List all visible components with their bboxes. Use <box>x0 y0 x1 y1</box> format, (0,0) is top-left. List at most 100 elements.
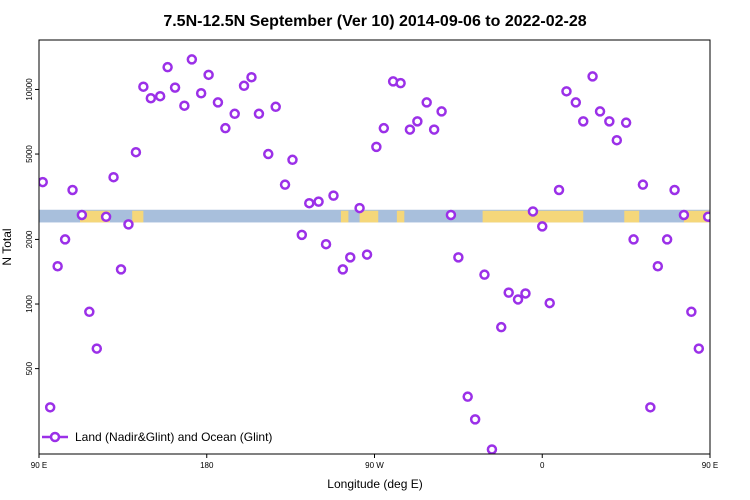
x-tick-label: 180 <box>200 461 214 470</box>
y-tick-label: 2000 <box>25 230 34 248</box>
data-point <box>395 77 406 89</box>
land-patch <box>624 210 640 223</box>
data-point <box>263 148 274 160</box>
data-point <box>371 141 382 153</box>
data-point <box>570 97 582 108</box>
data-point <box>736 148 744 156</box>
data-point <box>84 306 95 318</box>
data-point <box>469 414 481 425</box>
data-point <box>179 100 190 111</box>
legend: Land (Nadir&Glint) and Ocean (Glint) <box>42 430 272 444</box>
data-point <box>678 209 690 221</box>
data-point <box>712 173 720 181</box>
land-patch <box>396 210 405 223</box>
data-point <box>628 234 639 245</box>
data-point <box>154 90 166 102</box>
data-point <box>44 402 56 413</box>
data-point <box>661 234 673 245</box>
legend-label: Land (Nadir&Glint) and Ocean (Glint) <box>75 430 272 444</box>
data-point <box>611 134 623 146</box>
data-point <box>115 264 127 275</box>
data-point <box>313 196 324 207</box>
data-point <box>620 117 632 128</box>
data-point <box>145 92 157 104</box>
data-point <box>594 106 606 117</box>
data-point <box>162 61 173 73</box>
y-tick-label: 5000 <box>25 145 34 163</box>
data-point <box>421 97 432 108</box>
data-point <box>686 306 697 318</box>
plot-frame <box>38 39 711 455</box>
land-patch <box>80 210 110 223</box>
data-points <box>39 54 750 454</box>
legend-marker <box>49 431 61 443</box>
data-point <box>59 234 71 245</box>
data-point <box>220 122 231 134</box>
data-point <box>669 184 680 196</box>
data-point <box>130 146 142 158</box>
data-point <box>108 171 119 183</box>
data-point <box>436 106 447 117</box>
data-point <box>745 83 750 91</box>
data-point <box>404 124 416 135</box>
data-point <box>445 209 457 221</box>
data-point <box>304 197 315 209</box>
land-patch <box>683 210 710 223</box>
data-point <box>578 116 589 127</box>
x-axis-label: Longitude (deg E) <box>327 477 422 491</box>
data-point <box>212 97 224 108</box>
data-point <box>246 71 257 83</box>
data-point <box>287 154 298 166</box>
data-point <box>52 260 63 272</box>
data-point <box>279 179 291 190</box>
data-point <box>100 211 112 223</box>
data-point <box>645 402 656 413</box>
data-point <box>503 287 514 298</box>
x-tick-label: 90 W <box>365 461 384 470</box>
y-tick-label: 1000 <box>25 295 34 313</box>
chart-title: 7.5N-12.5N September (Ver 10) 2014-09-06… <box>163 13 586 30</box>
data-point <box>702 211 710 223</box>
data-point <box>203 69 214 81</box>
data-point <box>238 80 250 92</box>
data-point <box>537 221 548 232</box>
y-tick-label: 10000 <box>25 78 34 101</box>
data-point <box>169 82 181 93</box>
data-point <box>296 229 308 241</box>
data-point <box>495 321 507 333</box>
data-point <box>195 88 207 99</box>
data-point <box>345 252 356 263</box>
data-point <box>138 81 149 92</box>
data-point <box>520 288 531 299</box>
data-point <box>320 238 332 250</box>
data-point <box>67 184 78 196</box>
data-point <box>587 71 598 82</box>
x-tick-label: 90 E <box>702 461 718 470</box>
data-point <box>453 252 464 263</box>
data-point <box>91 343 103 354</box>
data-point <box>378 122 390 134</box>
data-point <box>544 297 555 309</box>
data-point <box>39 176 48 188</box>
data-point <box>270 101 281 113</box>
data-point <box>512 294 524 305</box>
data-point <box>361 249 373 260</box>
land-patch <box>132 210 144 223</box>
land-patch <box>736 211 747 223</box>
data-point <box>604 116 615 127</box>
y-axis-label: N Total <box>0 228 14 265</box>
data-point <box>328 190 339 201</box>
data-point <box>479 269 490 280</box>
x-tick-label: 0 <box>540 461 545 470</box>
data-point <box>76 209 88 221</box>
data-point <box>527 206 539 217</box>
data-point <box>462 391 473 402</box>
data-point <box>728 220 736 228</box>
data-point <box>721 265 729 273</box>
data-point <box>652 260 664 272</box>
land-patch <box>340 210 349 223</box>
data-point <box>693 343 705 354</box>
y-axis-ticks: 500 1000 2000 5000 10000 <box>25 78 39 375</box>
land-ocean-band <box>39 209 747 223</box>
